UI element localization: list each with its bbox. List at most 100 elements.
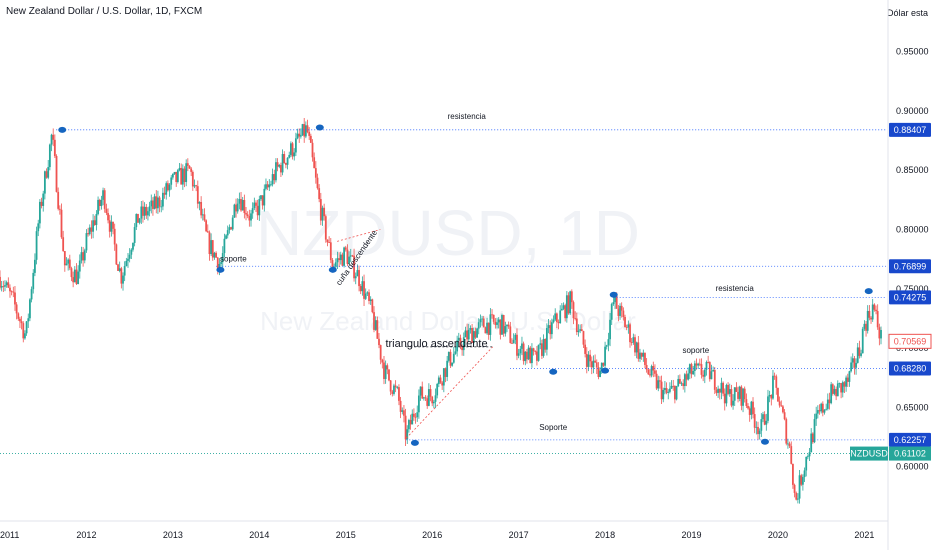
level-price-tag (889, 432, 931, 447)
candle-body (841, 382, 844, 393)
candle-body (521, 343, 523, 349)
candle-body (560, 308, 563, 311)
candle-body (645, 364, 648, 370)
candle-body (597, 367, 600, 377)
candle-body (128, 254, 131, 259)
candle-body (697, 363, 700, 366)
candle-body (639, 352, 641, 359)
candle-body (406, 429, 409, 440)
candle-body (147, 211, 149, 216)
candle-body (356, 270, 359, 277)
candle-body (770, 395, 773, 399)
candle-body (810, 433, 813, 453)
candle-body (569, 291, 572, 314)
candle-body (363, 281, 365, 299)
candle-body (42, 193, 45, 206)
candle-body (43, 171, 46, 194)
candle-body (600, 362, 603, 371)
candle-body (659, 380, 661, 382)
candle-body (788, 443, 791, 447)
candle-body (195, 185, 198, 187)
candle-body (800, 475, 803, 485)
candle-body (291, 143, 294, 157)
candle-body (715, 389, 718, 393)
candle-body (509, 326, 512, 343)
candle-body (467, 329, 470, 340)
candle-body (280, 165, 282, 173)
candle-body (341, 254, 344, 266)
candle-body (22, 323, 25, 339)
candle-body (429, 389, 432, 397)
candle-body (632, 337, 635, 343)
candle-body (559, 310, 562, 324)
triangle-rising-line (405, 346, 493, 439)
candle-body (230, 227, 232, 230)
candle-body (260, 195, 262, 200)
candle-body (773, 375, 776, 377)
candle-body (30, 289, 33, 300)
candle-body (737, 391, 739, 399)
candle-body (40, 201, 43, 206)
candle-body (35, 231, 38, 260)
level-price-tag (889, 259, 931, 274)
candle-body (612, 302, 615, 305)
candle-body (285, 162, 287, 165)
last-price-tag (888, 333, 932, 349)
candle-body (575, 318, 578, 333)
candle-body (344, 247, 347, 250)
candle-body (19, 318, 21, 322)
candle-body (112, 221, 114, 229)
candle-body (250, 213, 252, 221)
candle-body (452, 353, 455, 363)
candle-body (25, 321, 28, 334)
candle-body (265, 184, 267, 189)
candle-body (77, 271, 80, 285)
candle-body (602, 362, 605, 366)
candle-body (185, 163, 188, 183)
candle-body (24, 333, 26, 339)
candle-body (432, 401, 435, 404)
candle-body (868, 310, 871, 318)
candle-body (665, 388, 668, 393)
candle-body (261, 195, 264, 206)
candle-body (351, 255, 354, 257)
candle-body (45, 171, 48, 178)
candle-body (712, 370, 715, 372)
candle-body (409, 420, 412, 425)
candle-body (165, 183, 168, 195)
candle-body (72, 277, 75, 283)
candle-body (474, 331, 477, 338)
candle-body (763, 414, 766, 425)
candle-body (122, 275, 124, 284)
candle-body (620, 305, 623, 311)
candle-body (838, 383, 841, 384)
candle-body (2, 286, 5, 287)
candle-body (698, 363, 701, 365)
candle-body (565, 295, 568, 319)
candle-body (123, 266, 126, 276)
candle-body (504, 326, 507, 334)
candle-body (828, 399, 831, 404)
candle-body (103, 190, 106, 209)
pattern-marker (328, 266, 337, 273)
candle-body (160, 206, 163, 208)
candle-body (32, 272, 35, 290)
candle-body (140, 206, 143, 219)
candle-body (100, 199, 103, 207)
candle-body (798, 475, 801, 499)
candle-body (562, 305, 565, 309)
candle-body (758, 430, 761, 435)
candle-body (537, 344, 540, 361)
candle-body (308, 131, 311, 136)
candle-body (309, 135, 312, 143)
candle-body (37, 223, 40, 232)
candle-body (481, 318, 483, 320)
candle-body (482, 318, 485, 328)
candle-body (544, 338, 547, 350)
y-tick-label: 0.65000 (896, 402, 929, 412)
candle-body (642, 352, 645, 357)
candle-body (700, 364, 703, 375)
candle-body (183, 168, 186, 183)
candle-body (527, 347, 530, 360)
